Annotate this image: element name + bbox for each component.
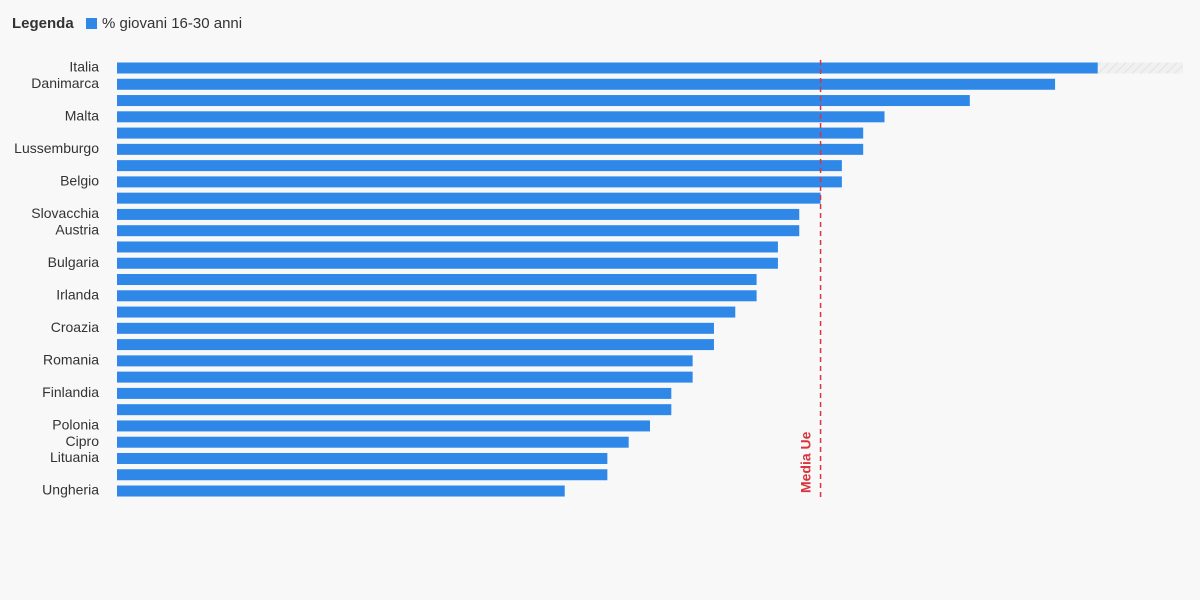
bar [117, 485, 565, 497]
bar [117, 339, 714, 351]
bar [117, 355, 693, 367]
category-label: Austria [55, 221, 99, 237]
bar [117, 420, 650, 432]
bar [117, 469, 608, 481]
bar [117, 371, 693, 383]
bar [117, 78, 1056, 90]
bar [117, 274, 757, 286]
bar [117, 127, 864, 139]
bar [117, 290, 757, 302]
bar [117, 257, 778, 269]
category-label: Bulgaria [48, 254, 100, 270]
bar [117, 241, 778, 253]
reference-label: Media Ue [797, 431, 813, 493]
bar [117, 192, 821, 204]
bar [117, 143, 864, 155]
bar [117, 306, 736, 318]
bar [117, 387, 672, 399]
category-label: Slovacchia [31, 205, 99, 221]
bar [117, 208, 800, 220]
category-label: Lituania [50, 449, 99, 465]
category-label: Italia [69, 59, 99, 75]
bar [117, 404, 672, 416]
highlight-track [1097, 62, 1183, 74]
bar [117, 225, 800, 237]
category-label: Lussemburgo [14, 140, 99, 156]
bar [117, 176, 842, 188]
category-label: Croazia [51, 319, 99, 335]
category-label: Malta [65, 108, 99, 124]
bar [117, 62, 1098, 74]
legend-label: % giovani 16-30 anni [102, 15, 242, 32]
legend-title: Legenda [12, 15, 74, 32]
category-label: Belgio [60, 173, 99, 189]
category-label: Romania [43, 352, 99, 368]
bar [117, 160, 842, 172]
bar [117, 436, 629, 448]
category-label: Cipro [66, 433, 100, 449]
bar [117, 452, 608, 464]
category-label: Polonia [52, 417, 99, 433]
category-label: Danimarca [31, 75, 99, 91]
legend-swatch [86, 18, 97, 29]
bar [117, 95, 970, 107]
bar [117, 111, 885, 123]
category-label: Ungheria [42, 482, 99, 498]
bar [117, 322, 714, 334]
category-label: Finlandia [42, 384, 99, 400]
category-label: Irlanda [56, 286, 99, 302]
